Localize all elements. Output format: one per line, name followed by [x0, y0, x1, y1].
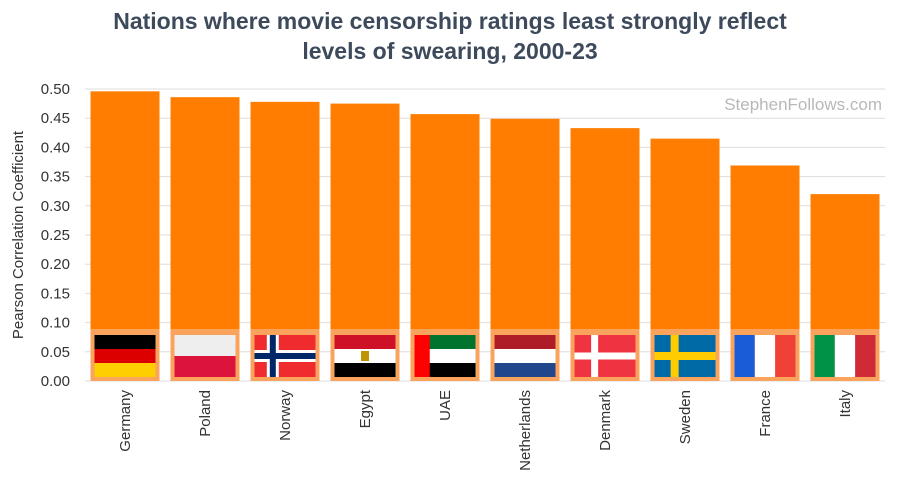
chart-title-line-2: levels of swearing, 2000-23 [302, 38, 598, 64]
france-flag-icon [734, 335, 796, 377]
x-tick-label: France [757, 390, 774, 437]
poland-flag-icon [174, 335, 236, 377]
norway-flag-icon [254, 335, 316, 377]
y-tick-label: 0.10 [41, 315, 70, 332]
germany-flag-icon [94, 335, 156, 377]
x-tick-label: Italy [837, 390, 854, 418]
x-tick-label: Germany [117, 390, 134, 452]
y-tick-label: 0.30 [41, 198, 70, 215]
x-tick-label: Poland [197, 390, 214, 437]
y-tick-label: 0.50 [41, 81, 70, 98]
x-tick-label: Sweden [677, 390, 694, 444]
x-tick-label: Egypt [357, 389, 374, 428]
y-tick-label: 0.45 [41, 110, 70, 127]
y-tick-label: 0.40 [41, 139, 70, 156]
x-axis-labels: Germany Poland Norway Egypt UAE Netherlands De… [117, 389, 854, 471]
y-axis-label: Pearson Correlation Coefficient [10, 130, 27, 339]
sweden-flag-icon [654, 335, 716, 377]
y-tick-label: 0.15 [41, 285, 70, 302]
bars [90, 91, 880, 382]
y-axis-ticks: 0.00 0.05 0.10 0.15 0.20 0.25 0.30 0.35 0.40 0.45… [41, 81, 70, 390]
y-tick-label: 0.20 [41, 256, 70, 273]
egypt-flag-icon [334, 335, 396, 377]
watermark: StephenFollows.com [724, 95, 882, 114]
chart-title: Nations where movie censorship ratings l… [0, 6, 900, 66]
x-tick-label: UAE [437, 390, 454, 421]
x-tick-label: Norway [277, 390, 294, 441]
denmark-flag-icon [574, 335, 636, 377]
chart-title-line-1: Nations where movie censorship ratings l… [113, 8, 787, 34]
y-tick-label: 0.35 [41, 169, 70, 186]
y-tick-label: 0.25 [41, 227, 70, 244]
x-tick-label: Netherlands [517, 390, 534, 471]
uae-flag-icon [414, 335, 476, 377]
netherlands-flag-icon [494, 335, 556, 377]
y-tick-label: 0.05 [41, 344, 70, 361]
x-tick-label: Denmark [597, 390, 614, 451]
italy-flag-icon [814, 335, 876, 377]
y-tick-label: 0.00 [41, 373, 70, 390]
